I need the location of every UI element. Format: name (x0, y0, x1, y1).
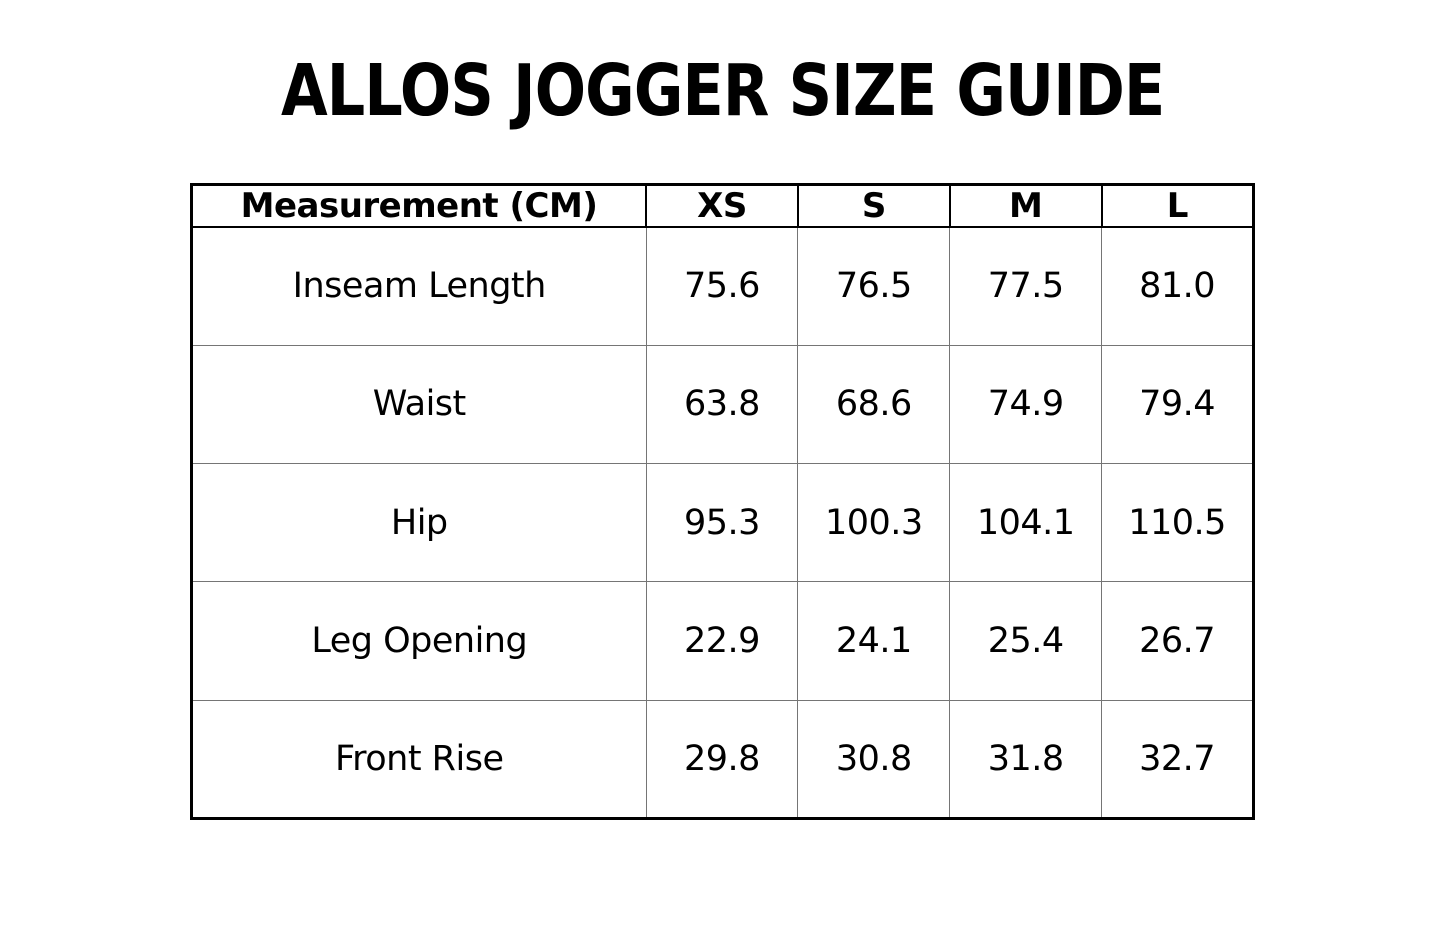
cell-leg-opening-m: 25.4 (949, 581, 1103, 701)
cell-leg-opening-xs: 22.9 (645, 581, 799, 701)
table-row-waist: Waist 63.8 68.6 74.9 79.4 (191, 344, 1254, 465)
row-label-leg-opening: Leg Opening (191, 581, 647, 701)
header-cell-s: S (796, 183, 951, 228)
cell-front-rise-l: 32.7 (1101, 699, 1254, 820)
title-band: ALLOS JOGGER SIZE GUIDE (0, 42, 1445, 138)
header-cell-m: M (948, 183, 1103, 228)
cell-inseam-length-m: 77.5 (949, 226, 1103, 346)
cell-inseam-length-xs: 75.6 (645, 226, 799, 346)
cell-hip-m: 104.1 (949, 463, 1103, 583)
table-row-leg-opening: Leg Opening 22.9 24.1 25.4 26.7 (191, 581, 1254, 701)
cell-front-rise-xs: 29.8 (645, 699, 799, 820)
row-label-inseam-length: Inseam Length (191, 226, 647, 346)
row-label-waist: Waist (191, 344, 647, 465)
table-row-inseam-length: Inseam Length 75.6 76.5 77.5 81.0 (191, 226, 1254, 346)
header-cell-measurement: Measurement (CM) (190, 183, 648, 228)
cell-waist-l: 79.4 (1101, 344, 1254, 465)
page-title: ALLOS JOGGER SIZE GUIDE (280, 48, 1165, 132)
table-row-hip: Hip 95.3 100.3 104.1 110.5 (191, 463, 1254, 583)
cell-front-rise-m: 31.8 (949, 699, 1103, 820)
header-cell-xs: XS (645, 183, 799, 228)
cell-waist-m: 74.9 (949, 344, 1103, 465)
cell-hip-xs: 95.3 (645, 463, 799, 583)
cell-inseam-length-s: 76.5 (797, 226, 951, 346)
header-cell-l: L (1100, 183, 1255, 228)
cell-inseam-length-l: 81.0 (1101, 226, 1254, 346)
cell-front-rise-s: 30.8 (797, 699, 951, 820)
size-guide-table-container: Measurement (CM) XS S M L Inseam Length … (190, 183, 1255, 820)
table-row-front-rise: Front Rise 29.8 30.8 31.8 32.7 (191, 699, 1254, 820)
row-label-front-rise: Front Rise (191, 699, 647, 820)
header-row: Measurement (CM) XS S M L (190, 183, 1255, 228)
cell-waist-s: 68.6 (797, 344, 951, 465)
cell-leg-opening-s: 24.1 (797, 581, 951, 701)
size-guide-table: Measurement (CM) XS S M L Inseam Length … (190, 183, 1255, 820)
cell-waist-xs: 63.8 (645, 344, 799, 465)
cell-hip-s: 100.3 (797, 463, 951, 583)
cell-hip-l: 110.5 (1101, 463, 1254, 583)
cell-leg-opening-l: 26.7 (1101, 581, 1254, 701)
row-label-hip: Hip (191, 463, 647, 583)
